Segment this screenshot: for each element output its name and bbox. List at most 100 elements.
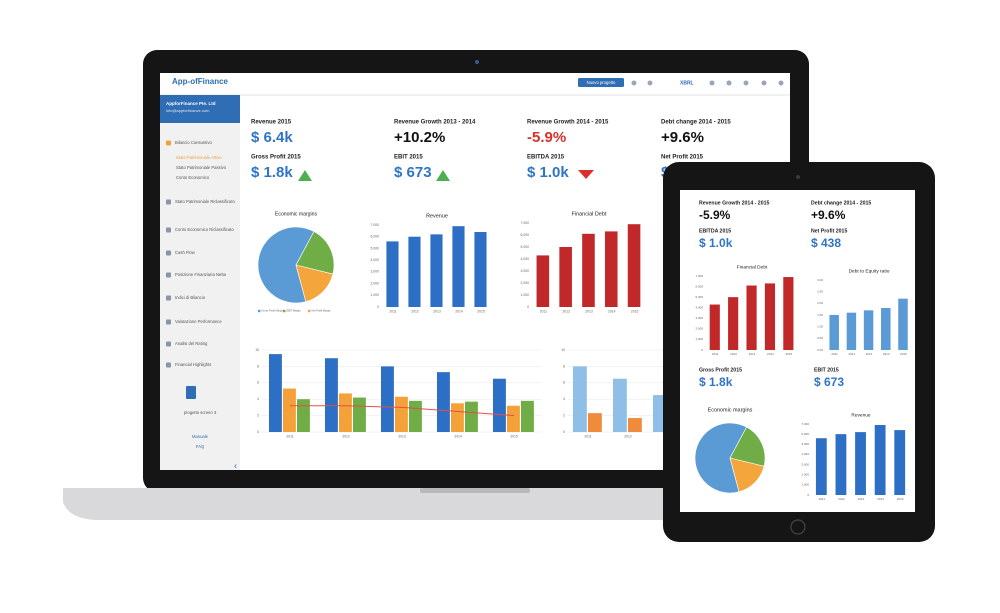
bar xyxy=(709,304,720,350)
bar xyxy=(728,297,739,350)
y-tick-label: 7,000 xyxy=(801,422,809,426)
kpi-label: EBITDA 2015 xyxy=(699,228,731,234)
chart-title: Revenue xyxy=(426,213,448,219)
menu-item[interactable]: Conto Economico xyxy=(176,175,210,180)
home-button[interactable] xyxy=(790,519,806,535)
icon[interactable] xyxy=(726,80,732,86)
bar xyxy=(452,226,465,307)
x-tick-label: 2011 xyxy=(712,352,719,356)
sidebar xyxy=(160,95,240,470)
menu-item[interactable]: Financial Highlights xyxy=(175,362,211,367)
menu-item[interactable]: Valutazione Performance xyxy=(175,319,222,324)
x-tick-label: 2014 xyxy=(767,352,774,356)
pie-slice xyxy=(729,457,765,493)
y-tick-label: 8 xyxy=(563,364,565,368)
menu-item[interactable]: Stato Patrimoniale Attivo xyxy=(176,155,222,160)
menu-item[interactable]: Indici di Bilancio xyxy=(175,295,206,300)
menu-item[interactable]: Bilancio Consuntivo xyxy=(175,140,212,145)
y-tick-label: 10 xyxy=(561,348,565,352)
collapse-icon[interactable]: ‹ xyxy=(234,460,237,470)
y-tick-label: 10 xyxy=(255,348,259,352)
y-tick-label: 5,000 xyxy=(695,295,703,299)
menu-item[interactable]: Conto Economico Riclassificato xyxy=(175,227,234,232)
kpi-value: $ 438 xyxy=(811,236,841,250)
tablet-app: Revenue Growth 2014 - 2015 -5.9% Debt chan… xyxy=(694,200,908,501)
x-tick-label: 2013 xyxy=(398,435,406,439)
icon[interactable] xyxy=(647,80,653,86)
x-tick-label: 2014 xyxy=(454,435,462,439)
y-tick-label: 0 xyxy=(527,305,529,309)
y-tick-label: 4,000 xyxy=(801,452,809,456)
y-tick-label: 0 xyxy=(701,348,703,352)
icon[interactable] xyxy=(761,80,767,86)
icon[interactable] xyxy=(709,80,715,86)
kpi-value: $ 673 xyxy=(394,164,432,181)
kpi-label: Revenue Growth 2013 - 2014 xyxy=(394,120,476,126)
trend-down xyxy=(578,170,594,179)
x-tick-label: 2013 xyxy=(585,310,593,314)
bar xyxy=(604,231,618,307)
bar xyxy=(451,403,464,432)
icon[interactable] xyxy=(631,80,637,86)
bar xyxy=(764,283,776,350)
menu-item[interactable]: Posizione Finanziaria Netta xyxy=(175,272,227,277)
y-tick-label: 2 xyxy=(563,413,565,417)
bar xyxy=(353,397,366,432)
pie-slice xyxy=(694,422,747,494)
kpi-label: EBITDA 2015 xyxy=(527,155,565,161)
kpi-label: Revenue Growth 2014 - 2015 xyxy=(699,200,769,206)
x-tick-label: 2015 xyxy=(785,352,792,356)
x-tick-label: 2013 xyxy=(858,497,865,501)
y-tick-label: 0.00 xyxy=(817,348,823,352)
legend-label: EBIT Margin xyxy=(287,309,302,313)
bar xyxy=(835,434,847,495)
y-tick-label: 1,000 xyxy=(371,293,380,297)
y-tick-label: 4,000 xyxy=(695,306,703,310)
y-tick-label: 2,000 xyxy=(801,473,809,477)
menu-icon xyxy=(166,341,171,347)
x-tick-label: 2014 xyxy=(455,310,463,314)
y-tick-label: 6,000 xyxy=(521,233,530,237)
x-tick-label: 2012 xyxy=(730,352,737,356)
kpi-label: EBIT 2015 xyxy=(394,155,423,161)
bar xyxy=(437,372,450,432)
y-tick-label: 1,000 xyxy=(801,483,809,487)
x-tick-label: 2015 xyxy=(897,497,904,501)
x-tick-label: 2012 xyxy=(562,310,570,314)
bar xyxy=(627,224,641,307)
x-tick-label: 2012 xyxy=(411,310,419,314)
faq-link[interactable]: FAQ xyxy=(196,444,205,449)
chart-title: Economic margins xyxy=(708,407,753,413)
y-tick-label: 6 xyxy=(257,381,259,385)
kpi-value: $ 1.0k xyxy=(527,164,569,181)
new-project-label: Nuovo progetto xyxy=(587,80,616,85)
icon[interactable] xyxy=(778,80,784,86)
laptop-notch xyxy=(420,488,530,493)
menu-item[interactable]: Cash Flow xyxy=(175,250,196,255)
logo: App-ofFinance xyxy=(172,77,229,86)
y-tick-label: 1,000 xyxy=(521,293,530,297)
kpi-label: Debt change 2014 - 2015 xyxy=(811,200,871,206)
menu-item[interactable]: Analisi del Rating xyxy=(175,341,208,346)
xbrl-button[interactable]: XBRL xyxy=(680,80,694,86)
y-tick-label: 2,000 xyxy=(695,327,703,331)
toolbar-icons xyxy=(631,80,784,86)
menu-icon xyxy=(166,250,171,256)
trend-up xyxy=(436,170,450,181)
y-tick-label: 5,000 xyxy=(371,246,380,250)
kpi-label: Gross Profit 2015 xyxy=(251,155,301,161)
bar xyxy=(582,233,595,307)
bar xyxy=(815,438,827,495)
icon[interactable] xyxy=(743,80,749,86)
y-tick-label: 2 xyxy=(257,413,259,417)
menu-item[interactable]: Stato Patrimoniale Riclassificato xyxy=(175,199,235,204)
new-project-button[interactable] xyxy=(578,78,624,87)
menu-item[interactable]: Stato Patrimoniale Passivo xyxy=(176,165,227,170)
y-tick-label: 5,000 xyxy=(801,442,809,446)
manual-link[interactable]: Manuale xyxy=(192,434,209,439)
bar xyxy=(746,285,757,350)
x-tick-label: 2012 xyxy=(838,497,845,501)
pie-slice xyxy=(257,226,315,304)
x-tick-label: 2012 xyxy=(624,435,632,439)
